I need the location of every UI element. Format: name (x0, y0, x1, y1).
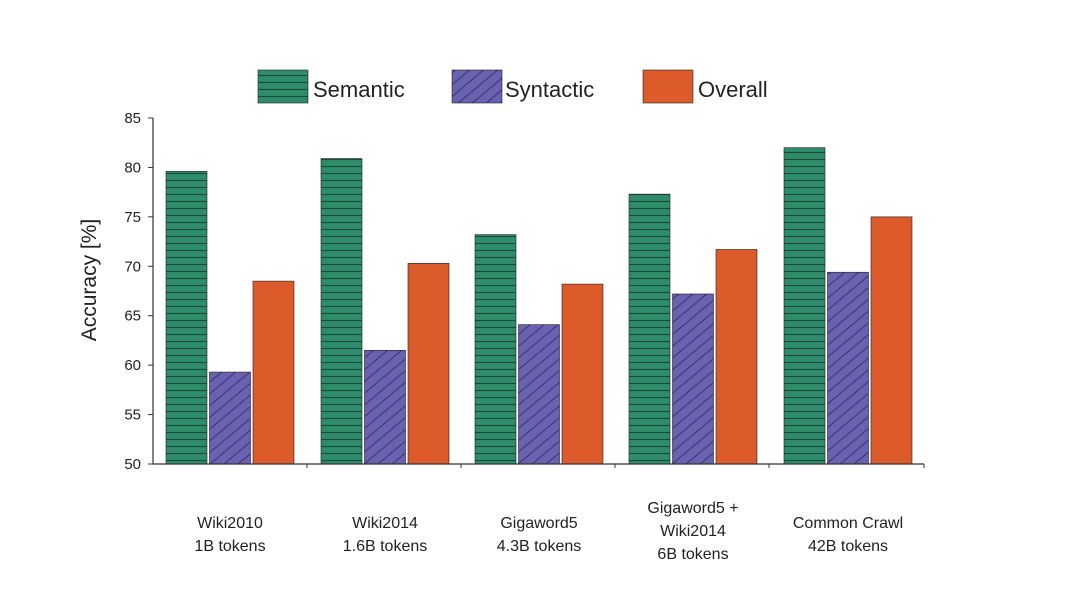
bar-syntactic-1 (209, 371, 251, 465)
category-label: Gigaword5 4.3B tokens (497, 515, 582, 555)
bar-overall-4 (715, 249, 758, 465)
legend: Semantic Syntactic Overall (257, 69, 768, 104)
bar-overall-1 (252, 280, 295, 465)
y-tick-label: 75 (124, 209, 141, 226)
legend-swatch-overall (642, 69, 694, 104)
bar-semantic-2 (320, 158, 363, 465)
legend-label-semantic: Semantic (313, 77, 405, 102)
bar-syntactic-2 (364, 350, 406, 465)
bar-overall-3 (561, 283, 604, 465)
bar-semantic-4 (628, 193, 671, 465)
bar-semantic-3 (474, 234, 517, 465)
y-tick-label: 65 (124, 308, 141, 325)
legend-swatch-syntactic (451, 69, 503, 104)
y-tick-label: 50 (124, 456, 141, 473)
bar-semantic-5 (783, 147, 826, 465)
category-label: Gigaword5 + Wiki2014 6B tokens (647, 500, 738, 563)
legend-label-overall: Overall (698, 77, 768, 102)
bar-syntactic-4 (672, 293, 714, 465)
category-label: Wiki2010 1B tokens (194, 515, 265, 555)
plot-area: 50 55 60 65 70 75 80 85 Wiki2010 1B tokens Wiki201… (124, 110, 925, 563)
bar-syntactic-3 (518, 324, 560, 465)
y-tick-label: 85 (124, 110, 141, 127)
y-tick-label: 80 (124, 159, 141, 176)
y-axis-label: Accuracy [%] (78, 219, 101, 342)
legend-swatch-semantic (257, 69, 309, 104)
bar-syntactic-5 (827, 271, 869, 465)
y-tick-label: 55 (124, 407, 141, 424)
legend-label-syntactic: Syntactic (505, 77, 594, 102)
bar-overall-2 (407, 263, 450, 465)
bar-semantic-1 (165, 171, 208, 465)
y-tick-label: 70 (124, 258, 141, 275)
category-label: Wiki2014 1.6B tokens (343, 515, 428, 555)
y-tick-label: 60 (124, 357, 141, 374)
category-label: Common Crawl 42B tokens (793, 515, 903, 555)
bar-overall-5 (870, 216, 913, 465)
